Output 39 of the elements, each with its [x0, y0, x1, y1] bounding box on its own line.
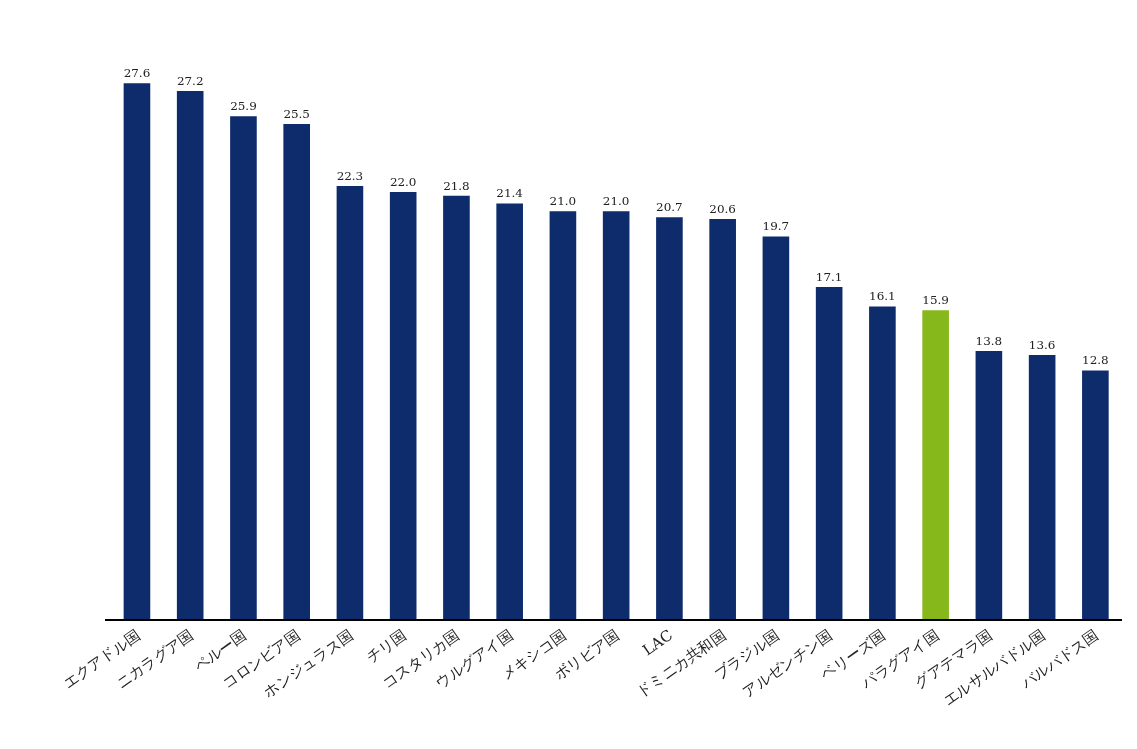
data-label: 19.7 — [762, 219, 790, 234]
bar — [443, 195, 470, 619]
bar — [869, 306, 896, 619]
data-label: 21.4 — [496, 186, 523, 201]
bar — [815, 287, 843, 619]
data-label: 21.0 — [549, 194, 577, 209]
data-label: 13.6 — [1028, 337, 1056, 352]
bar — [389, 191, 417, 619]
data-label: 12.8 — [1082, 353, 1109, 368]
data-label: 27.2 — [176, 73, 204, 88]
data-label: 25.5 — [283, 106, 310, 121]
bar — [656, 217, 683, 619]
x-tick-label: チリ国 — [362, 625, 410, 667]
data-label: 20.7 — [656, 199, 683, 214]
bar — [1082, 370, 1109, 619]
bar — [1028, 354, 1056, 619]
data-label: 17.1 — [815, 269, 843, 284]
data-label: 15.9 — [922, 293, 949, 308]
bar — [336, 186, 364, 619]
data-label: 22.0 — [389, 174, 417, 189]
data-label: 21.8 — [443, 178, 470, 193]
bar — [549, 211, 577, 619]
bar — [922, 310, 949, 619]
bar — [283, 123, 310, 619]
bar — [176, 90, 204, 619]
data-label: 16.1 — [869, 289, 896, 304]
data-label: 27.6 — [123, 66, 151, 81]
bar — [230, 116, 257, 619]
data-label: 22.3 — [336, 168, 364, 183]
bar — [762, 236, 790, 619]
bar — [123, 83, 151, 619]
data-label: 20.6 — [709, 201, 736, 216]
bar — [975, 351, 1003, 619]
data-label: 25.9 — [230, 99, 257, 114]
bar — [496, 203, 523, 619]
bar — [602, 211, 630, 619]
data-label: 21.0 — [602, 194, 630, 209]
data-label: 13.8 — [975, 333, 1003, 348]
bar — [709, 219, 736, 619]
